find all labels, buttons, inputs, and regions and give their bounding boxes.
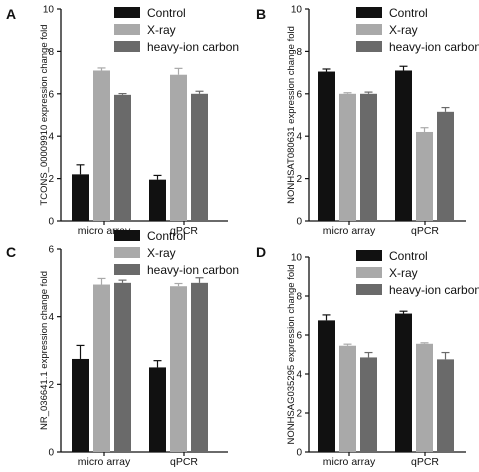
y-tick-label: 4	[296, 370, 302, 381]
y-tick-label: 8	[296, 47, 302, 58]
legend-swatch	[356, 41, 382, 52]
y-tick-label: 6	[48, 245, 54, 256]
legend-label: heavy-ion carbon	[147, 40, 239, 54]
legend-label: Control	[147, 6, 186, 20]
bar-heavy-ion-carbon	[437, 111, 454, 221]
legend-label: X-ray	[147, 246, 176, 260]
bar-x-ray	[170, 74, 187, 221]
bar-control	[395, 70, 412, 221]
y-tick-label: 0	[48, 217, 54, 228]
y-tick-label: 4	[48, 132, 54, 143]
legend-swatch	[356, 284, 382, 295]
y-axis-label: TCONS_00009910 expression change fold	[39, 24, 50, 205]
legend-swatch	[356, 24, 382, 35]
bar-control	[149, 367, 166, 452]
legend-label: X-ray	[389, 266, 418, 280]
panel-C: C 0 2 4 6 NR_036641.1 expression change fold m…	[6, 229, 239, 468]
legend-label: X-ray	[389, 23, 418, 37]
legend-label: Control	[389, 6, 428, 20]
legend-swatch	[356, 250, 382, 261]
x-tick-label: micro array	[78, 456, 131, 468]
legend-swatch	[356, 267, 382, 278]
legend-swatch	[114, 230, 140, 241]
y-tick-label: 2	[296, 174, 302, 185]
legend-label: Control	[147, 229, 186, 243]
bar-control	[318, 320, 335, 452]
bar-x-ray	[93, 284, 110, 452]
panel-letter: D	[256, 244, 266, 260]
x-tick-label: micro array	[323, 225, 376, 237]
legend-label: Control	[389, 249, 428, 263]
legend-swatch	[114, 24, 140, 35]
y-axis-label: NONHSAT080631 expression change fold	[286, 26, 297, 204]
y-tick-label: 6	[48, 89, 54, 100]
legend-swatch	[356, 7, 382, 18]
legend-swatch	[114, 247, 140, 258]
legend-swatch	[114, 7, 140, 18]
y-tick-label: 6	[296, 89, 302, 100]
legend-label: X-ray	[147, 23, 176, 37]
y-tick-label: 10	[291, 5, 303, 16]
bar-x-ray	[339, 93, 356, 221]
y-tick-label: 4	[48, 312, 54, 323]
legend-label: heavy-ion carbon	[389, 40, 479, 54]
y-tick-label: 0	[296, 448, 302, 459]
legend-label: heavy-ion carbon	[147, 263, 239, 277]
x-tick-label: qPCR	[170, 225, 198, 237]
y-axis-label: NONHSAG035295 expression change fold	[286, 264, 297, 444]
y-tick-label: 10	[291, 253, 303, 264]
bar-control	[72, 174, 89, 221]
bar-heavy-ion-carbon	[437, 359, 454, 452]
y-tick-label: 8	[48, 47, 54, 58]
y-tick-label: 2	[48, 174, 54, 185]
panel-B: B 0 2 4 6 8 10 NONHSAT080631 expression change …	[256, 5, 479, 238]
y-tick-label: 4	[296, 132, 302, 143]
y-tick-label: 0	[296, 217, 302, 228]
panel-letter: A	[6, 6, 16, 22]
bar-heavy-ion-carbon	[114, 94, 131, 221]
bar-heavy-ion-carbon	[191, 93, 208, 221]
bar-control	[72, 358, 89, 452]
bar-x-ray	[416, 131, 433, 221]
bar-x-ray	[416, 343, 433, 452]
y-tick-label: 8	[296, 292, 302, 303]
bar-control	[395, 313, 412, 452]
bar-control	[318, 71, 335, 221]
panel-A: A 0 2 4 6 8 10 TCONS_00009910 expression change…	[6, 5, 239, 238]
y-tick-label: 0	[48, 448, 54, 459]
x-tick-label: micro array	[323, 456, 376, 468]
y-tick-label: 2	[48, 380, 54, 391]
bar-x-ray	[339, 345, 356, 452]
bar-x-ray	[170, 286, 187, 452]
bar-heavy-ion-carbon	[114, 282, 131, 452]
x-tick-label: qPCR	[170, 456, 198, 468]
panel-letter: C	[6, 244, 16, 260]
bar-x-ray	[93, 70, 110, 221]
y-tick-label: 2	[296, 409, 302, 420]
bar-heavy-ion-carbon	[191, 282, 208, 452]
bar-control	[149, 179, 166, 221]
panel-letter: B	[256, 6, 266, 22]
y-axis-label: NR_036641.1 expression change fold	[39, 271, 50, 430]
y-tick-label: 6	[296, 331, 302, 342]
legend-label: heavy-ion carbon	[389, 283, 479, 297]
legend-swatch	[114, 41, 140, 52]
y-tick-label: 10	[43, 5, 55, 16]
bar-heavy-ion-carbon	[360, 357, 377, 452]
x-tick-label: qPCR	[411, 456, 439, 468]
legend-swatch	[114, 264, 140, 275]
x-tick-label: qPCR	[411, 225, 439, 237]
bar-heavy-ion-carbon	[360, 93, 377, 221]
